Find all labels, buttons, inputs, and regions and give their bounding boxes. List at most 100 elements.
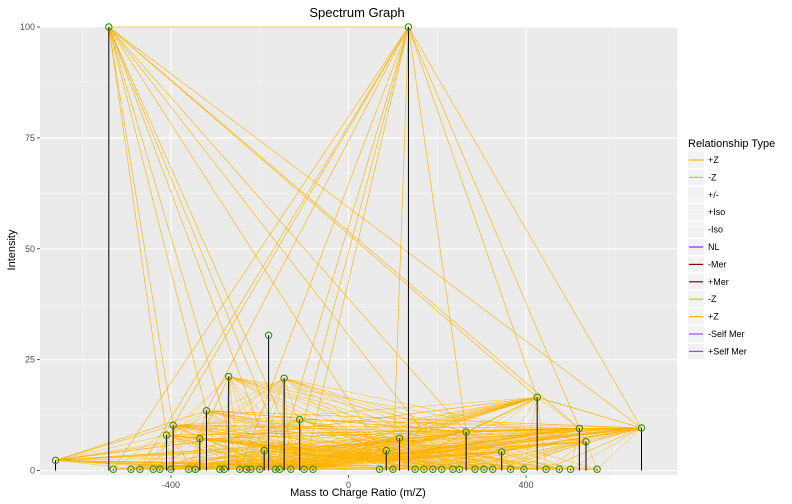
peak-point xyxy=(420,465,428,473)
relationship-line xyxy=(275,419,300,470)
peak-point xyxy=(264,331,273,339)
relationship-line xyxy=(299,419,511,470)
peak-point xyxy=(256,465,264,473)
peak-point xyxy=(202,406,211,415)
relationship-line xyxy=(139,376,229,470)
relationship-line xyxy=(274,26,409,470)
peak-point xyxy=(542,465,550,473)
relationship-line xyxy=(55,424,174,461)
peak-point xyxy=(438,465,446,473)
legend-title: Relationship Type xyxy=(688,138,775,150)
relationship-line xyxy=(130,434,167,470)
relationship-line xyxy=(55,450,265,461)
legend-label: +Self Mer xyxy=(708,346,747,356)
peak-point xyxy=(382,446,390,455)
relationship-line xyxy=(312,397,538,470)
relationship-line xyxy=(284,378,587,442)
relationship-line xyxy=(492,397,538,470)
relationship-line xyxy=(108,26,241,470)
relationship-line xyxy=(206,410,314,470)
relationship-line xyxy=(284,378,524,470)
relationship-line xyxy=(299,419,484,470)
relationship-line xyxy=(392,26,409,470)
peak-point xyxy=(309,465,317,473)
relationship-line xyxy=(399,438,434,470)
x-tick-label: 400 xyxy=(519,480,534,490)
relationship-line xyxy=(537,397,642,429)
peak-point xyxy=(455,465,464,473)
relationship-line xyxy=(415,451,502,470)
relationship-line xyxy=(206,410,221,470)
relationship-line xyxy=(199,410,207,439)
peak-point xyxy=(280,374,288,383)
relationship-line xyxy=(474,428,580,470)
relationship-line xyxy=(545,427,642,470)
relationship-line xyxy=(228,376,276,470)
y-tick-label: 50 xyxy=(25,244,35,254)
relationship-line xyxy=(579,428,587,442)
y-tick-label: 75 xyxy=(25,133,35,143)
peak-point xyxy=(506,465,515,473)
relationship-line xyxy=(228,376,260,470)
y-axis-title: Intensity xyxy=(6,229,18,270)
peak-point xyxy=(105,23,113,31)
relationship-line xyxy=(108,26,207,411)
peak-point xyxy=(156,465,164,473)
relationship-line xyxy=(199,376,229,439)
legend-label: +Z xyxy=(708,155,719,165)
peak-point xyxy=(276,465,284,473)
relationship-line xyxy=(399,427,642,439)
relationship-line xyxy=(441,397,538,470)
relationship-line xyxy=(108,26,276,470)
relationship-line xyxy=(501,451,547,470)
relationship-line xyxy=(459,441,587,470)
relationship-line xyxy=(379,427,642,470)
relationship-line xyxy=(239,26,409,470)
peak-point xyxy=(395,434,404,442)
legend-label: +Mer xyxy=(708,277,729,287)
peak-point xyxy=(533,393,541,402)
relationship-line xyxy=(466,431,598,470)
relationship-line xyxy=(459,431,467,470)
relationship-line xyxy=(279,450,387,470)
relationship-line xyxy=(379,428,580,470)
peak-point xyxy=(566,465,575,473)
peak-point xyxy=(216,465,224,473)
relationship-line xyxy=(259,419,300,470)
relationship-line xyxy=(228,376,416,470)
peak-point xyxy=(480,465,488,473)
peak-point xyxy=(429,465,437,473)
relationship-line xyxy=(290,397,538,470)
relationship-line xyxy=(172,425,189,470)
relationship-line xyxy=(501,427,642,453)
legend-label: NL xyxy=(708,242,720,252)
relationship-line xyxy=(290,419,300,470)
peak-point xyxy=(127,465,135,473)
relationship-line xyxy=(130,397,538,470)
relationship-line xyxy=(188,410,207,470)
peak-point xyxy=(497,448,506,456)
peak-points xyxy=(51,23,646,473)
peak-point xyxy=(136,465,144,473)
relationship-line xyxy=(423,427,642,470)
peak-point xyxy=(575,424,584,433)
relationship-line xyxy=(55,438,200,461)
relationship-line xyxy=(299,419,433,470)
relationship-line xyxy=(585,441,598,470)
relationship-line xyxy=(246,378,285,470)
peak-point xyxy=(196,434,204,443)
relationship-line xyxy=(159,435,167,470)
relationship-line xyxy=(414,397,538,470)
peak-point xyxy=(471,465,479,473)
relationship-line xyxy=(108,26,394,470)
legend-label: -Self Mer xyxy=(708,329,745,339)
peak-point xyxy=(260,446,268,455)
relationship-line xyxy=(510,441,587,470)
peak-point xyxy=(247,465,255,473)
chart-title: Spectrum Graph xyxy=(309,5,404,20)
relationship-line xyxy=(199,438,387,451)
legend-label: +Z xyxy=(708,312,719,322)
relationship-line xyxy=(537,397,580,429)
relationship-line xyxy=(206,26,409,411)
relationship-line xyxy=(304,427,642,470)
